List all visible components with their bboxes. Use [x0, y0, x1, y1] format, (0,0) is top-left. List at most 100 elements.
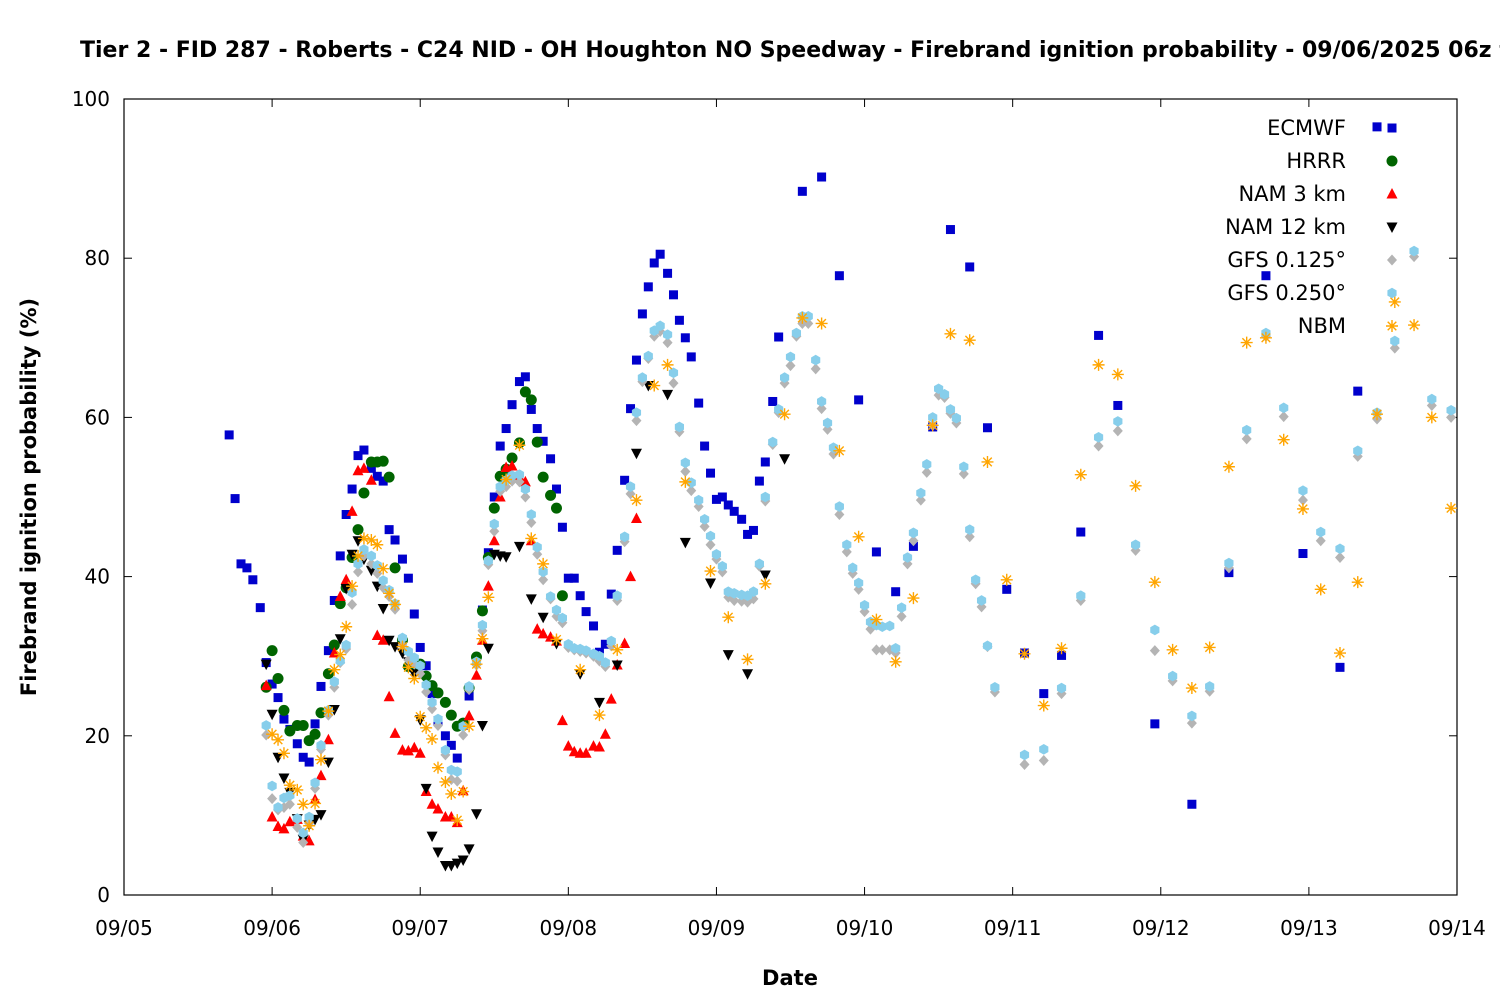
data-point	[637, 309, 647, 319]
data-point	[489, 492, 499, 502]
data-point	[611, 660, 623, 671]
data-point	[631, 407, 642, 418]
data-point	[291, 783, 304, 796]
x-tick-label: 09/06	[243, 916, 301, 940]
data-point	[488, 534, 500, 546]
data-point	[754, 476, 764, 486]
data-point	[389, 727, 401, 738]
data-point	[748, 586, 759, 598]
data-point	[273, 802, 283, 813]
data-point	[334, 634, 346, 645]
data-point	[371, 581, 383, 593]
data-point	[433, 713, 443, 725]
data-point	[451, 858, 463, 870]
data-point	[224, 430, 234, 440]
data-point	[822, 417, 833, 429]
data-point	[908, 527, 919, 539]
data-point	[600, 657, 610, 668]
data-point	[366, 550, 376, 562]
data-point	[267, 780, 277, 792]
data-point	[352, 549, 365, 562]
data-point	[267, 793, 278, 805]
x-tick-label: 09/08	[540, 916, 598, 940]
data-point	[1019, 758, 1030, 770]
data-point	[353, 566, 364, 578]
data-point	[532, 424, 542, 434]
data-point	[284, 798, 295, 810]
data-point	[315, 810, 327, 821]
data-point	[458, 729, 469, 741]
data-point	[384, 525, 394, 535]
data-point	[403, 573, 413, 583]
y-axis-label: Firebrand ignition probability (%)	[17, 298, 41, 696]
data-point	[574, 663, 587, 676]
data-point	[1261, 271, 1271, 281]
data-point	[1353, 445, 1363, 457]
data-point	[1076, 590, 1086, 601]
data-point	[625, 481, 636, 492]
data-point	[1316, 526, 1326, 538]
data-point	[266, 709, 278, 721]
data-point	[377, 455, 389, 467]
data-point	[971, 574, 981, 586]
data-point	[1335, 543, 1345, 555]
legend-marker	[1387, 123, 1397, 133]
data-point	[1018, 647, 1031, 660]
chart-title: Tier 2 - FID 287 - Roberts - C24 NID - O…	[80, 38, 1500, 63]
data-point	[1445, 502, 1458, 515]
data-point	[907, 592, 920, 605]
data-point	[402, 744, 414, 756]
data-point	[272, 752, 284, 764]
data-point	[600, 639, 610, 649]
legend-marker	[1386, 188, 1398, 199]
data-point	[272, 820, 284, 832]
data-point	[445, 861, 457, 872]
data-point	[852, 530, 865, 543]
data-point	[611, 643, 624, 656]
data-point	[315, 769, 327, 781]
data-point	[642, 381, 654, 392]
data-point	[631, 415, 642, 427]
data-point	[1002, 584, 1012, 594]
data-point	[722, 650, 734, 661]
data-point	[421, 679, 431, 691]
data-point	[620, 475, 630, 485]
data-point	[334, 590, 346, 601]
x-tick-label: 09/13	[1280, 916, 1338, 940]
data-point	[859, 599, 870, 611]
data-point	[1166, 643, 1179, 656]
data-point	[630, 494, 643, 507]
data-point	[982, 423, 992, 433]
data-point	[261, 720, 271, 731]
data-point	[1297, 494, 1308, 506]
data-point	[729, 506, 739, 516]
data-point	[1039, 744, 1049, 755]
data-point	[346, 505, 358, 516]
data-point	[550, 502, 562, 514]
data-point	[1111, 368, 1124, 381]
data-point	[661, 358, 674, 371]
data-point	[871, 644, 882, 656]
data-point	[963, 334, 976, 347]
data-point	[283, 779, 296, 792]
data-point	[377, 634, 389, 645]
data-point	[347, 587, 357, 598]
data-point	[340, 573, 352, 585]
data-point	[314, 753, 327, 766]
data-point	[626, 404, 636, 414]
data-point	[580, 747, 592, 758]
data-point	[397, 632, 408, 644]
data-point	[452, 766, 462, 777]
data-point	[471, 669, 483, 680]
data-point	[378, 575, 388, 586]
legend-label: ECMWF	[1267, 116, 1346, 140]
data-point	[779, 372, 790, 383]
data-point	[748, 525, 758, 535]
data-point	[902, 552, 913, 563]
data-point	[1149, 645, 1160, 657]
data-point	[483, 555, 493, 566]
data-point	[328, 663, 341, 676]
data-point	[768, 396, 778, 406]
data-point	[1186, 717, 1197, 729]
